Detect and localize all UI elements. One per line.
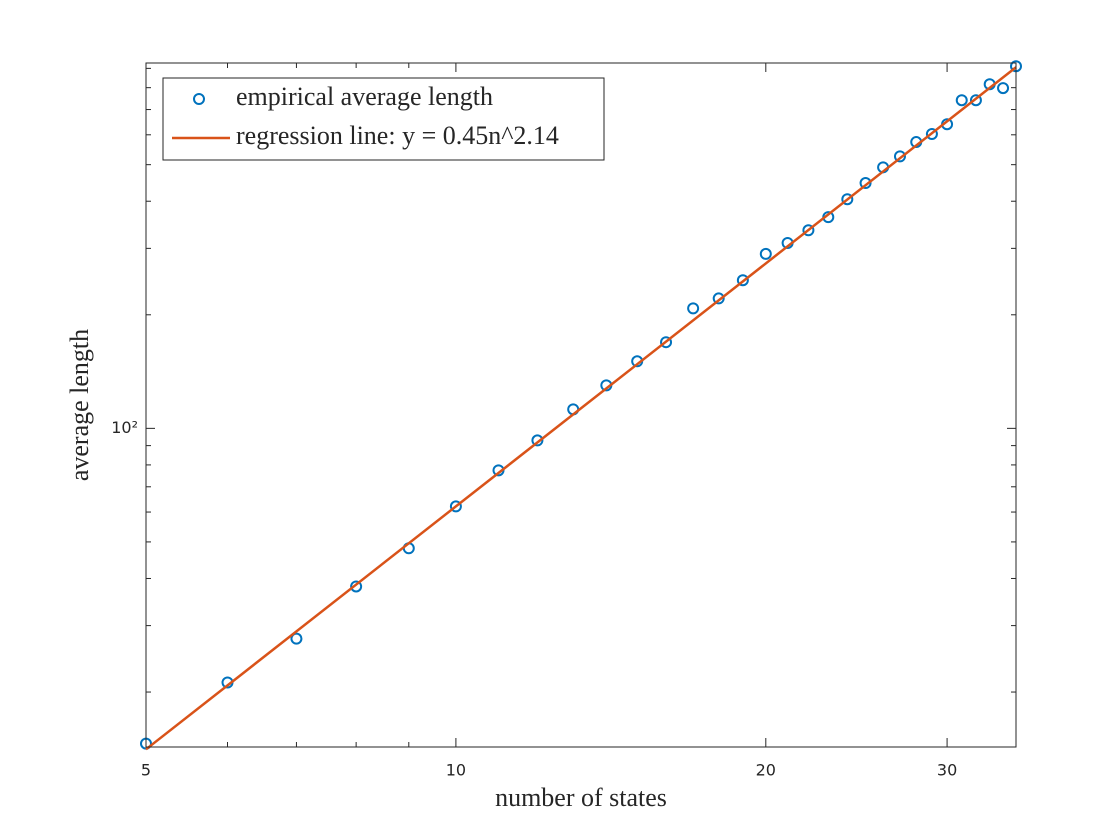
legend-label: empirical average length — [236, 82, 493, 111]
y-tick-label: 10² — [111, 418, 138, 437]
axes-box — [145, 62, 1017, 748]
data-point — [893, 150, 906, 163]
data-point — [925, 127, 938, 140]
data-point — [997, 82, 1010, 95]
legend-marker — [193, 93, 205, 105]
legend-box — [162, 77, 605, 161]
data-point — [660, 336, 673, 349]
data-point — [859, 177, 872, 190]
data-point — [759, 247, 772, 260]
data-point — [290, 632, 303, 645]
data-point — [969, 94, 982, 107]
data-point — [736, 274, 749, 287]
data-point — [449, 500, 462, 513]
data-point — [350, 580, 363, 593]
x-axis-label: number of states — [495, 783, 667, 812]
data-point — [841, 193, 854, 206]
y-axis-label: average length — [65, 329, 94, 481]
data-point — [955, 94, 968, 107]
x-tick-label: 5 — [141, 761, 151, 780]
data-point — [531, 434, 544, 447]
x-tick-label: 20 — [756, 761, 776, 780]
data-point — [802, 224, 815, 237]
data-point — [712, 292, 725, 305]
regression-line — [145, 66, 1017, 751]
x-tick-label: 10 — [446, 761, 466, 780]
x-tick-label: 30 — [937, 761, 957, 780]
legend-label: regression line: y = 0.45n^2.14 — [236, 121, 559, 150]
data-point — [687, 302, 700, 315]
